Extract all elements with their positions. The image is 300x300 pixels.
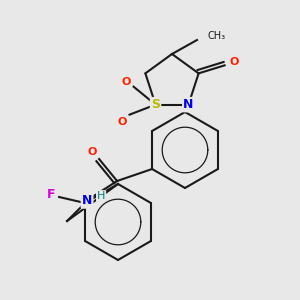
Text: O: O (122, 77, 131, 87)
Text: H: H (97, 191, 105, 201)
Text: O: O (118, 117, 127, 127)
Text: F: F (47, 188, 55, 202)
Text: O: O (230, 57, 239, 67)
Text: N: N (183, 98, 194, 111)
Text: S: S (151, 98, 160, 111)
Text: CH₃: CH₃ (207, 31, 225, 41)
Text: O: O (87, 147, 97, 157)
Text: N: N (82, 194, 92, 208)
